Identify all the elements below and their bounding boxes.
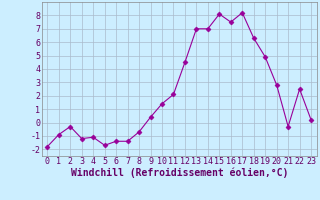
X-axis label: Windchill (Refroidissement éolien,°C): Windchill (Refroidissement éolien,°C)	[70, 168, 288, 178]
